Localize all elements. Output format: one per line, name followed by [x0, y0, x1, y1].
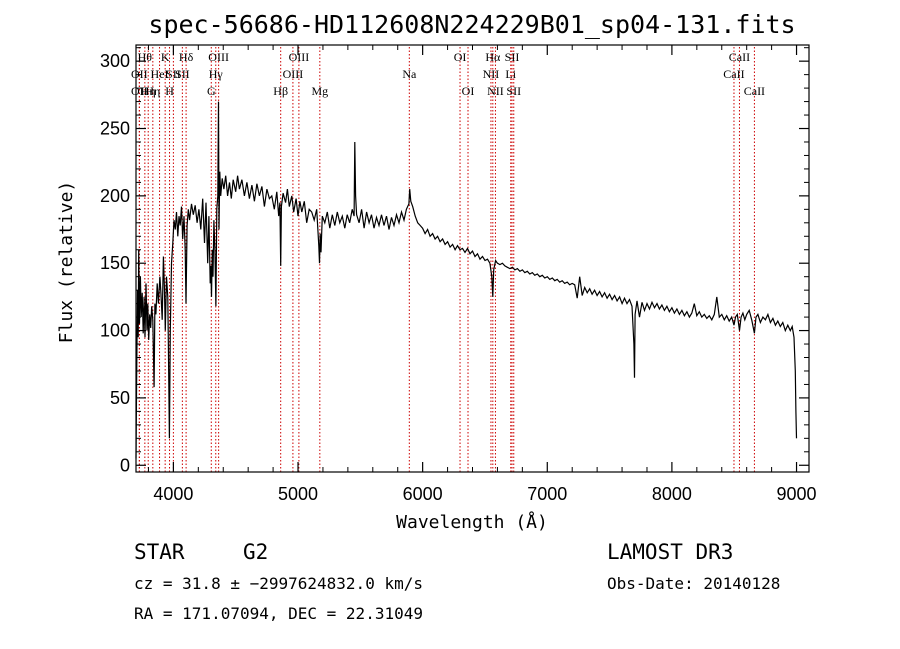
spectral-line-label: Hθ — [138, 50, 153, 64]
spectral-line-label: OIII — [208, 50, 229, 64]
spectral-line-label: CaII — [744, 84, 765, 98]
x-tick-label: 6000 — [403, 484, 443, 504]
spectral-line-label: SII — [175, 67, 190, 81]
chart-title: spec-56686-HD112608N224229B01_sp04-131.f… — [148, 10, 795, 39]
spectral-line-label: OIII — [289, 50, 310, 64]
spectral-line-label: H — [165, 84, 174, 98]
x-tick-label: 9000 — [777, 484, 817, 504]
x-tick-label: 7000 — [527, 484, 567, 504]
y-tick-label: 150 — [100, 253, 130, 273]
y-tick-label: 250 — [100, 119, 130, 139]
spectral-line-label: OI — [454, 50, 467, 64]
object-class: STAR — [134, 540, 185, 564]
y-tick-label: 0 — [120, 455, 130, 475]
spectral-line-label: CaII — [723, 67, 744, 81]
spectral-line-label: Hη — [141, 84, 156, 98]
plot-frame — [135, 44, 810, 473]
y-axis-ticks: 0 50 100 150 200 250 300 — [100, 47, 809, 475]
spectral-line-label: OII — [131, 67, 148, 81]
spectral-line-label: Hβ — [273, 84, 288, 98]
y-tick-label: 50 — [110, 388, 130, 408]
redshift-readout: cz = 31.8 ± −2997624832.0 km/s — [134, 574, 423, 593]
spectral-line-label: G — [207, 84, 216, 98]
spectral-line-label: Li — [505, 67, 516, 81]
y-tick-label: 100 — [100, 321, 130, 341]
y-tick-label: 300 — [100, 51, 130, 71]
spectral-line-label: SII — [506, 84, 521, 98]
spectral-line-label: HeI — [151, 67, 169, 81]
spectral-line-label: Na — [402, 67, 417, 81]
coordinates: RA = 171.07094, DEC = 22.31049 — [134, 604, 423, 623]
spectral-line-labels: OIIOIIHθHηHηHeIKHSIISIIHδGHγOIIIHβOIIIOI… — [131, 50, 765, 98]
x-tick-label: 5000 — [278, 484, 318, 504]
survey-name: LAMOST DR3 — [607, 540, 733, 564]
spectral-line-label: Hα — [485, 50, 501, 64]
spectral-line-label: Hγ — [209, 67, 224, 81]
spectral-line-label: K — [161, 50, 170, 64]
spectral-line-label: OIII — [283, 67, 304, 81]
spectrum-line — [135, 101, 798, 459]
x-tick-label: 4000 — [153, 484, 193, 504]
spectral-line-label: Mg — [311, 84, 328, 98]
spectral-line-label: OI — [462, 84, 475, 98]
spectral-line-label: SII — [166, 67, 181, 81]
x-axis-ticks: 4000 5000 6000 7000 8000 9000 — [147, 45, 817, 504]
x-axis-label: Wavelength (Å) — [396, 511, 548, 533]
object-subclass: G2 — [243, 540, 268, 564]
spectral-line-label: OII — [131, 84, 148, 98]
spectral-line-label: NII — [487, 84, 504, 98]
spectral-line-markers — [138, 47, 755, 472]
obs-date: Obs-Date: 20140128 — [607, 574, 780, 593]
x-tick-label: 8000 — [652, 484, 692, 504]
spectral-line-label: CaII — [729, 50, 750, 64]
y-tick-label: 200 — [100, 186, 130, 206]
spectral-line-label: Hη — [145, 84, 160, 98]
y-axis-label: Flux (relative) — [56, 181, 77, 344]
spectral-line-label: Hδ — [179, 50, 194, 64]
spectral-line-label: NII — [483, 67, 500, 81]
spectral-line-label: SII — [505, 50, 520, 64]
